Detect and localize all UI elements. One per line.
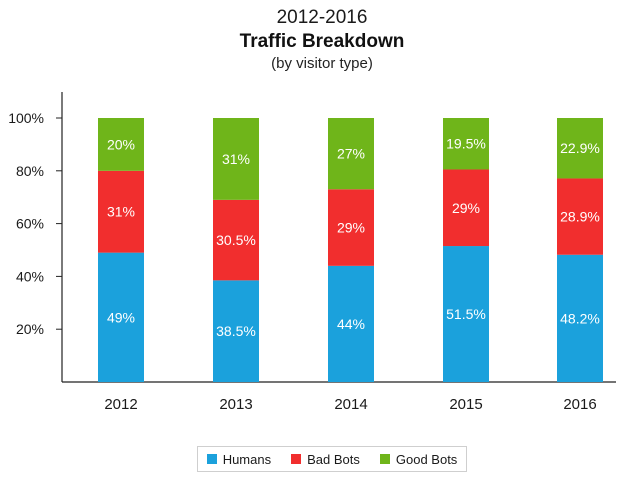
bar-segment-humans[interactable] xyxy=(443,246,489,382)
bar-segment-bad-bots[interactable] xyxy=(98,170,144,253)
bar-segment-bad-bots[interactable] xyxy=(213,199,259,281)
legend-item-good-bots[interactable]: Good Bots xyxy=(379,451,458,467)
bar-segment-good-bots[interactable] xyxy=(213,118,259,200)
legend: Humans Bad Bots Good Bots xyxy=(197,446,467,472)
bar-segment-good-bots[interactable] xyxy=(328,118,374,190)
legend-label-good-bots: Good Bots xyxy=(395,451,458,467)
bars xyxy=(98,118,603,382)
legend-item-bad-bots[interactable]: Bad Bots xyxy=(291,452,360,467)
x-tick-label: 2015 xyxy=(449,396,482,413)
y-tick-label: 20% xyxy=(16,321,44,337)
data-label: 30.5% xyxy=(216,232,256,248)
chart-title: Traffic Breakdown xyxy=(239,31,405,52)
data-label: 51.5% xyxy=(446,306,486,322)
stacked-bar-chart: 20% 40% 60% 80% 100% 2012 2013 2014 2015 2016 49%… xyxy=(8,92,616,413)
x-tick-label: 2012 xyxy=(104,396,137,413)
data-label: 29% xyxy=(452,200,480,216)
data-label: 38.5% xyxy=(216,323,256,339)
data-label: 44% xyxy=(337,316,365,332)
legend-swatch-humans xyxy=(206,454,217,464)
legend-label-humans: Humans xyxy=(222,451,272,467)
bar-segment-humans[interactable] xyxy=(98,252,144,382)
bar-segment-bad-bots[interactable] xyxy=(557,178,603,255)
y-tick-label: 80% xyxy=(16,163,44,179)
bar-segment-humans[interactable] xyxy=(213,280,259,382)
data-label: 48.2% xyxy=(560,310,600,326)
y-tick-label: 60% xyxy=(16,216,44,232)
legend-item-humans[interactable]: Humans xyxy=(206,451,272,467)
data-label: 19.5% xyxy=(446,136,486,152)
axes: 20% 40% 60% 80% 100% 2012 2013 2014 2015 2016 xyxy=(8,92,616,413)
data-label: 49% xyxy=(107,309,135,325)
data-label: 29% xyxy=(337,220,365,236)
data-labels: 49% 31% 20% 38.5% 30.5% 31% 44% 29% 27% 51.5% 29% 1… xyxy=(107,136,600,339)
data-label: 31% xyxy=(107,204,135,220)
legend-swatch-bad-bots xyxy=(291,454,302,464)
y-tick-label: 40% xyxy=(16,268,44,284)
data-label: 31% xyxy=(222,151,250,167)
bar-segment-humans[interactable] xyxy=(557,254,603,382)
y-tick-label: 100% xyxy=(8,110,44,126)
x-tick-label: 2014 xyxy=(334,396,367,413)
chart-title-years: 2012-2016 xyxy=(276,7,368,28)
bar-segment-good-bots[interactable] xyxy=(557,118,603,179)
bar-segment-good-bots[interactable] xyxy=(98,118,144,171)
data-label: 22.9% xyxy=(560,140,600,156)
bar-segment-bad-bots[interactable] xyxy=(443,169,489,247)
x-tick-label: 2016 xyxy=(563,396,596,413)
data-label: 20% xyxy=(107,136,135,152)
chart-subtitle: (by visitor type) xyxy=(271,55,373,72)
x-tick-label: 2013 xyxy=(219,396,252,413)
bar-segment-good-bots[interactable] xyxy=(443,118,489,170)
data-label: 27% xyxy=(337,146,365,162)
data-label: 28.9% xyxy=(560,209,600,225)
legend-swatch-good-bots xyxy=(379,454,390,464)
chart-titles: 2012-2016 Traffic Breakdown (by visitor … xyxy=(0,6,644,74)
bar-segment-bad-bots[interactable] xyxy=(328,189,374,266)
bar-segment-humans[interactable] xyxy=(328,265,374,382)
legend-label-bad-bots: Bad Bots xyxy=(307,451,360,467)
